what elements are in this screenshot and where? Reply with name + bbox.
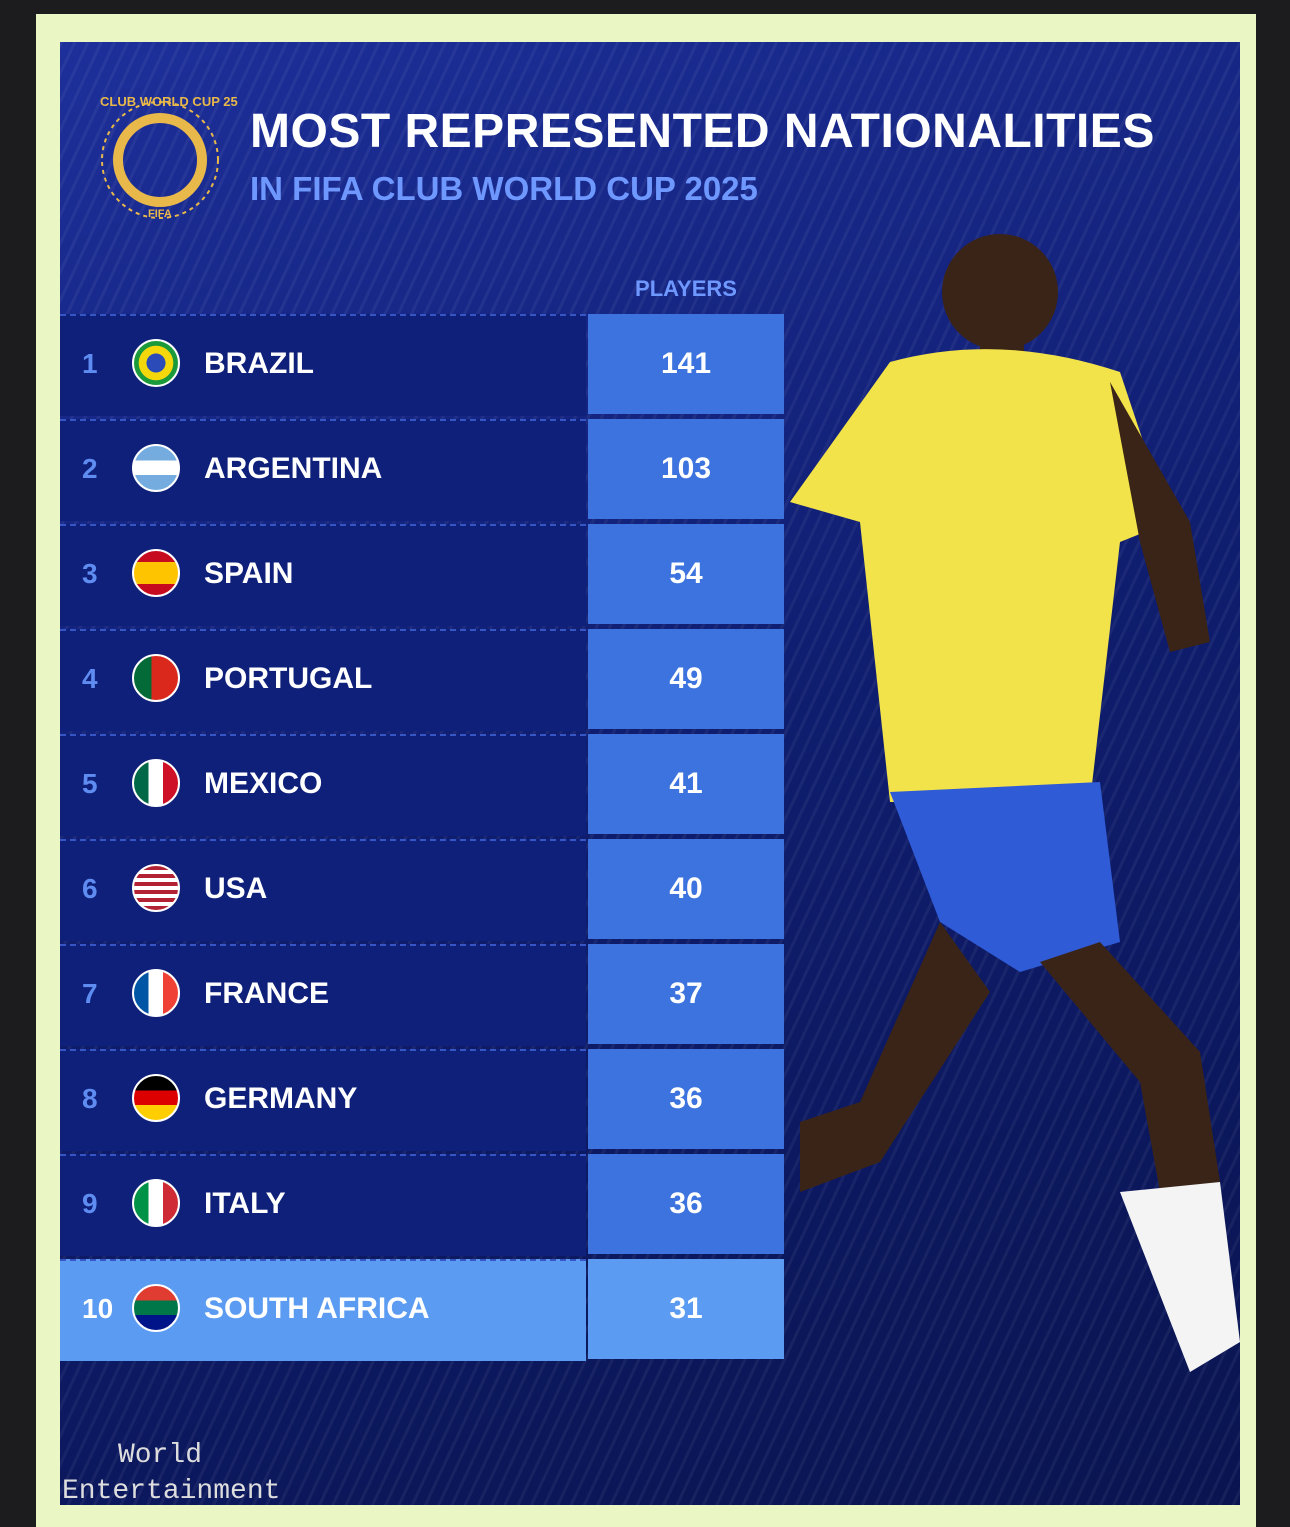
country: MEXICO bbox=[204, 767, 323, 800]
subtitle: IN FIFA CLUB WORLD CUP 2025 bbox=[250, 170, 758, 207]
value-cell bbox=[588, 629, 784, 729]
column-header: PLAYERS bbox=[635, 276, 737, 301]
flag bbox=[132, 759, 180, 807]
flag bbox=[132, 969, 180, 1017]
flag bbox=[132, 1074, 180, 1122]
country: ITALY bbox=[204, 1187, 286, 1220]
flag bbox=[132, 339, 180, 387]
rank: 9 bbox=[82, 1188, 98, 1219]
player-illustration bbox=[790, 234, 1240, 1372]
players: 54 bbox=[669, 557, 703, 590]
rank: 7 bbox=[82, 978, 98, 1009]
table-row: 7 FRANCE 37 bbox=[60, 944, 784, 1046]
country: USA bbox=[204, 872, 268, 905]
watermark: World bbox=[118, 1440, 203, 1471]
rank: 4 bbox=[82, 663, 98, 694]
country: ARGENTINA bbox=[204, 452, 383, 485]
country: SOUTH AFRICA bbox=[204, 1292, 430, 1325]
rank: 3 bbox=[82, 558, 98, 589]
table-row: 10 SOUTH AFRICA 31 bbox=[60, 1259, 784, 1361]
flag bbox=[132, 1284, 180, 1332]
players: 41 bbox=[669, 767, 703, 800]
logo-text: CLUB WORLD CUP 25 bbox=[100, 94, 238, 109]
flag bbox=[132, 864, 180, 912]
rank: 2 bbox=[82, 453, 98, 484]
value-cell bbox=[588, 524, 784, 624]
table-row: 3 SPAIN 54 bbox=[60, 524, 784, 626]
table-row: 2 ARGENTINA 103 bbox=[60, 419, 784, 521]
country: GERMANY bbox=[204, 1082, 358, 1115]
players: 103 bbox=[660, 452, 712, 485]
flag bbox=[132, 654, 180, 702]
table-row: 4 PORTUGAL 49 bbox=[60, 629, 784, 731]
flag bbox=[132, 1179, 180, 1227]
value-cell bbox=[588, 1259, 784, 1359]
value-cell bbox=[588, 1049, 784, 1149]
logo-org: FIFA bbox=[148, 208, 172, 220]
rank: 8 bbox=[82, 1083, 98, 1114]
row-background bbox=[60, 419, 586, 521]
rank: 10 bbox=[82, 1293, 114, 1324]
table-row: 6 USA 40 bbox=[60, 839, 784, 941]
logo bbox=[101, 101, 219, 219]
players: 37 bbox=[669, 977, 703, 1010]
rank: 6 bbox=[82, 873, 98, 904]
value-cell bbox=[588, 944, 784, 1044]
players: 31 bbox=[669, 1292, 703, 1325]
value-cell bbox=[588, 734, 784, 834]
country: BRAZIL bbox=[204, 347, 314, 380]
rank: 5 bbox=[82, 768, 98, 799]
value-cell bbox=[588, 839, 784, 939]
players: 40 bbox=[669, 872, 703, 905]
players: 49 bbox=[669, 662, 703, 695]
watermark: Entertainment bbox=[62, 1476, 281, 1507]
table-row: 1 BRAZIL 141 bbox=[60, 314, 784, 416]
players: 141 bbox=[660, 347, 712, 380]
players: 36 bbox=[669, 1187, 703, 1220]
table-row: 9 ITALY 36 bbox=[60, 1154, 784, 1256]
flag bbox=[132, 444, 180, 492]
country: SPAIN bbox=[204, 557, 294, 590]
value-cell bbox=[588, 419, 784, 519]
country: PORTUGAL bbox=[204, 662, 373, 695]
players: 36 bbox=[669, 1082, 703, 1115]
rank: 1 bbox=[82, 348, 98, 379]
title: MOST REPRESENTED NATIONALITIES bbox=[250, 105, 1155, 158]
value-cell bbox=[588, 314, 784, 414]
value-cell bbox=[588, 1154, 784, 1254]
flag bbox=[132, 549, 180, 597]
table-row: 8 GERMANY 36 bbox=[60, 1049, 784, 1151]
country: FRANCE bbox=[204, 977, 329, 1010]
table-row: 5 MEXICO 41 bbox=[60, 734, 784, 836]
